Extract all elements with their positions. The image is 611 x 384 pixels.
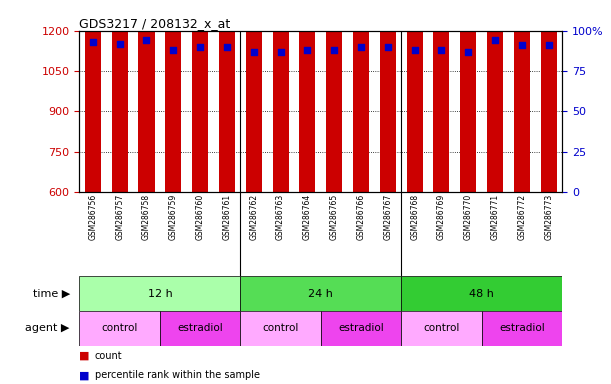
Text: estradiol: estradiol xyxy=(177,323,223,333)
Point xyxy=(196,44,205,50)
Bar xyxy=(273,5,288,192)
Point xyxy=(544,42,554,48)
Bar xyxy=(433,0,450,192)
Text: estradiol: estradiol xyxy=(499,323,545,333)
Text: 24 h: 24 h xyxy=(309,289,333,299)
Bar xyxy=(321,311,401,346)
Bar xyxy=(219,0,235,192)
Text: GSM286773: GSM286773 xyxy=(544,194,553,240)
Text: GSM286766: GSM286766 xyxy=(356,194,365,240)
Bar xyxy=(79,311,160,346)
Text: GSM286762: GSM286762 xyxy=(249,194,258,240)
Text: 48 h: 48 h xyxy=(469,289,494,299)
Text: GSM286757: GSM286757 xyxy=(115,194,124,240)
Bar xyxy=(299,0,315,192)
Bar xyxy=(139,0,155,192)
Text: control: control xyxy=(262,323,299,333)
Text: GSM286769: GSM286769 xyxy=(437,194,446,240)
Bar xyxy=(160,311,240,346)
Bar xyxy=(165,0,181,192)
Bar xyxy=(240,276,401,311)
Bar xyxy=(514,0,530,192)
Bar xyxy=(541,0,557,192)
Point xyxy=(329,47,339,53)
Text: control: control xyxy=(423,323,459,333)
Text: GSM286758: GSM286758 xyxy=(142,194,151,240)
Bar xyxy=(487,0,503,192)
Text: GSM286765: GSM286765 xyxy=(330,194,338,240)
Point xyxy=(222,44,232,50)
Point xyxy=(169,47,178,53)
Text: control: control xyxy=(101,323,138,333)
Text: GSM286761: GSM286761 xyxy=(222,194,232,240)
Bar xyxy=(481,311,562,346)
Text: GSM286759: GSM286759 xyxy=(169,194,178,240)
Bar xyxy=(192,0,208,192)
Point xyxy=(436,47,446,53)
Bar xyxy=(401,311,481,346)
Point xyxy=(517,42,527,48)
Text: GSM286768: GSM286768 xyxy=(410,194,419,240)
Text: GSM286771: GSM286771 xyxy=(491,194,500,240)
Bar xyxy=(240,311,321,346)
Point xyxy=(410,47,420,53)
Point xyxy=(142,37,152,43)
Bar xyxy=(112,0,128,192)
Text: GSM286764: GSM286764 xyxy=(303,194,312,240)
Bar xyxy=(85,0,101,192)
Bar xyxy=(326,0,342,192)
Point xyxy=(302,47,312,53)
Text: ■: ■ xyxy=(79,370,90,380)
Point xyxy=(383,44,393,50)
Bar xyxy=(406,0,423,192)
Text: GSM286772: GSM286772 xyxy=(518,194,527,240)
Text: agent ▶: agent ▶ xyxy=(26,323,70,333)
Text: percentile rank within the sample: percentile rank within the sample xyxy=(95,370,260,380)
Point xyxy=(249,49,258,55)
Bar xyxy=(380,0,396,192)
Text: count: count xyxy=(95,351,122,361)
Bar xyxy=(353,0,369,192)
Text: GSM286770: GSM286770 xyxy=(464,194,473,240)
Bar xyxy=(460,0,477,192)
Text: GSM286760: GSM286760 xyxy=(196,194,205,240)
Text: GSM286756: GSM286756 xyxy=(89,194,97,240)
Text: GSM286763: GSM286763 xyxy=(276,194,285,240)
Point xyxy=(88,39,98,45)
Bar xyxy=(79,276,240,311)
Point xyxy=(115,41,125,47)
Text: time ▶: time ▶ xyxy=(32,289,70,299)
Text: 12 h: 12 h xyxy=(147,289,172,299)
Point xyxy=(276,49,285,55)
Text: estradiol: estradiol xyxy=(338,323,384,333)
Text: GSM286767: GSM286767 xyxy=(383,194,392,240)
Point xyxy=(490,37,500,43)
Point xyxy=(463,49,473,55)
Point xyxy=(356,44,366,50)
Bar xyxy=(246,16,262,192)
Text: GDS3217 / 208132_x_at: GDS3217 / 208132_x_at xyxy=(79,17,231,30)
Text: ■: ■ xyxy=(79,351,90,361)
Bar xyxy=(401,276,562,311)
